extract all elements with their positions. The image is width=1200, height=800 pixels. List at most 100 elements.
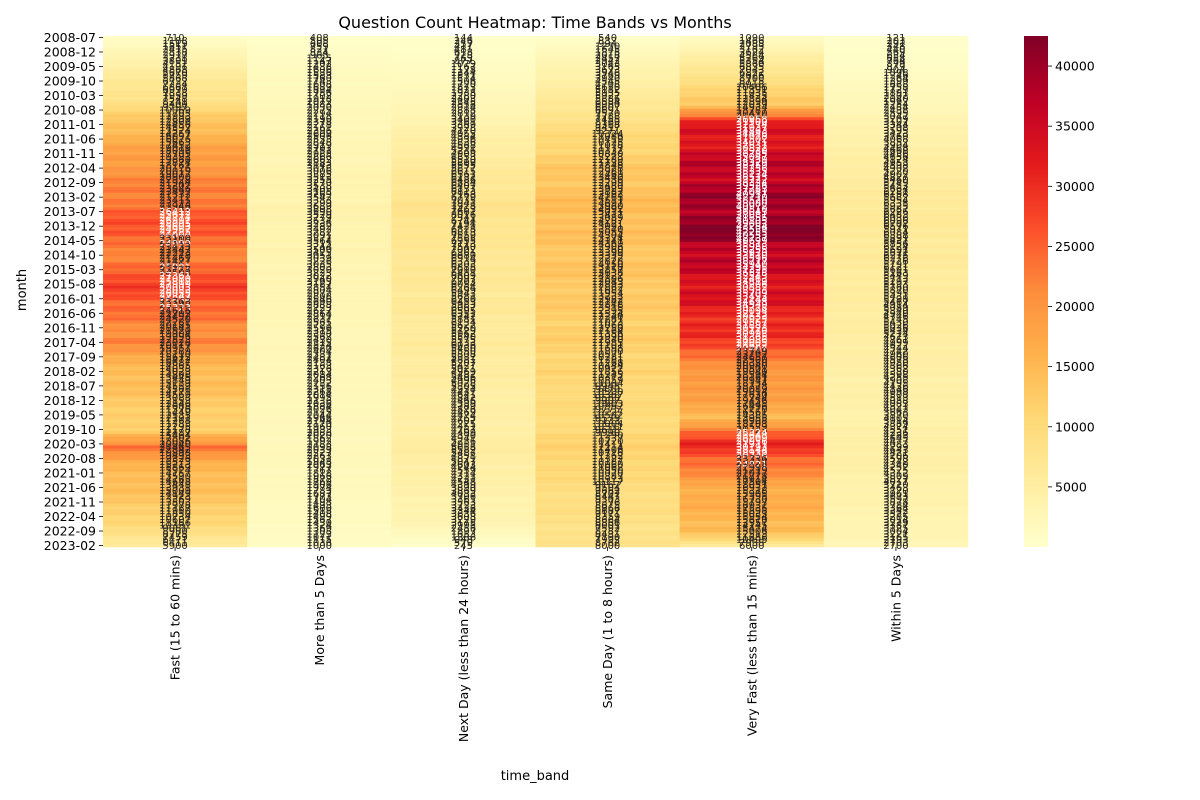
heatmap-cell xyxy=(247,198,392,202)
cell-value-label: 12906 xyxy=(592,242,624,253)
cell-value-label: 19904 xyxy=(159,329,191,340)
heatmap-cell xyxy=(823,204,969,208)
cell-value-label: 6584 xyxy=(595,97,620,108)
heatmap-cell xyxy=(823,111,969,115)
heatmap-cell xyxy=(679,384,825,388)
heatmap-cell xyxy=(679,224,825,228)
heatmap-cell xyxy=(535,79,680,83)
cell-value-label: 9775 xyxy=(595,405,620,416)
heatmap-cell xyxy=(247,94,392,98)
heatmap-cell xyxy=(535,343,680,347)
heatmap-cell xyxy=(679,427,825,432)
cell-value-label: 1519 xyxy=(162,39,187,50)
heatmap-cell xyxy=(103,337,248,342)
heatmap-cell xyxy=(247,517,392,522)
heatmap-cell xyxy=(103,410,248,414)
cell-value-label: 12857 xyxy=(592,265,624,276)
heatmap-cell xyxy=(823,56,969,60)
heatmap-cell xyxy=(679,85,825,89)
heatmap-cell xyxy=(103,126,248,130)
y-tick-label: 2012-04 xyxy=(44,161,96,176)
cell-value-label: 4921 xyxy=(451,143,476,154)
heatmap-cell xyxy=(247,483,392,487)
cell-value-label: 12899 xyxy=(736,97,768,108)
cell-value-label: 5809 xyxy=(451,158,476,169)
heatmap-cell xyxy=(679,178,825,182)
heatmap-cell xyxy=(391,140,536,144)
heatmap-cell xyxy=(679,541,825,545)
heatmap-cell xyxy=(535,276,680,281)
cell-value-label: 3047 xyxy=(883,111,908,122)
cell-value-label: 2268 xyxy=(307,373,332,384)
cell-value-label: 6133 xyxy=(451,338,476,349)
heatmap-cell xyxy=(391,99,536,104)
heatmap-cell xyxy=(247,454,392,458)
cell-value-label: 3364 xyxy=(883,503,908,514)
heatmap-cell xyxy=(823,105,969,109)
cell-value-label: 1875 xyxy=(595,47,620,58)
heatmap-cell xyxy=(679,146,825,150)
heatmap-cell xyxy=(103,462,248,466)
x-axis: Fast (15 to 60 mins) More than 5 Days Next… xyxy=(168,547,903,742)
heatmap-cell xyxy=(679,163,825,167)
cell-value-label: 2524 xyxy=(307,341,332,352)
cell-value-label: 3409 xyxy=(307,184,332,195)
cell-value-label: 15924 xyxy=(159,466,191,477)
heatmap-cell xyxy=(103,332,248,336)
heatmap-cell xyxy=(103,172,248,176)
heatmap-cell xyxy=(103,355,248,359)
cell-value-label: 6561 xyxy=(451,169,476,180)
heatmap-cell xyxy=(535,523,680,527)
cell-value-label: 2102 xyxy=(883,91,908,102)
cell-value-label: 10069 xyxy=(159,106,191,117)
heatmap-cell xyxy=(679,291,825,295)
cell-value-label: 2701 xyxy=(307,143,332,154)
cell-value-label: 30993 xyxy=(736,329,768,340)
heatmap-cell xyxy=(679,439,825,443)
cell-value-label: 6885 xyxy=(451,262,476,273)
cell-value-label: 14287 xyxy=(592,216,624,227)
heatmap-cell xyxy=(391,276,536,281)
cell-value-label: 5028 xyxy=(451,378,476,389)
cell-value-label: 6054 xyxy=(451,280,476,291)
heatmap-cell xyxy=(823,62,969,66)
cell-value-label: 3315 xyxy=(307,239,332,250)
cell-value-label: 4399 xyxy=(451,480,476,491)
heatmap-cell xyxy=(679,491,825,496)
cell-value-label: 3285 xyxy=(883,512,908,523)
heatmap-cell xyxy=(247,38,392,43)
heatmap-cell xyxy=(247,396,392,400)
heatmap-cell xyxy=(535,282,680,286)
cell-value-label: 4622 xyxy=(883,341,908,352)
heatmap-cell xyxy=(679,355,825,359)
cell-value-label: 6979 xyxy=(162,85,187,96)
heatmap-cell xyxy=(391,137,536,141)
cell-value-label: 5427 xyxy=(451,361,476,372)
cell-value-label: 1966 xyxy=(307,413,332,424)
heatmap-cell xyxy=(823,381,969,385)
heatmap-cell xyxy=(823,265,969,269)
heatmap-cell xyxy=(823,480,969,484)
cell-value-label: 27005 xyxy=(736,338,768,349)
cell-value-label: 10367 xyxy=(592,390,624,401)
cell-value-label: 26066 xyxy=(159,230,191,241)
cell-value-label: 7459 xyxy=(162,532,187,543)
heatmap-cell xyxy=(535,99,680,104)
heatmap-cell xyxy=(247,157,392,162)
heatmap-cell xyxy=(823,236,969,240)
heatmap-cell xyxy=(535,352,680,356)
heatmap-cell xyxy=(679,247,825,252)
cell-value-label: 4673 xyxy=(883,332,908,343)
cell-value-label: 4033 xyxy=(451,489,476,500)
cell-value-label: 25672 xyxy=(159,210,191,221)
heatmap-cell xyxy=(823,500,969,504)
heatmap-cell xyxy=(535,480,680,484)
heatmap-cell xyxy=(679,198,825,202)
heatmap-cell xyxy=(247,285,392,289)
cell-value-label: 20185 xyxy=(159,320,191,331)
heatmap-cell xyxy=(535,401,680,406)
cell-value-label: 12250 xyxy=(592,323,624,334)
heatmap-cell xyxy=(391,361,536,365)
heatmap-cell xyxy=(391,245,536,249)
heatmap-cell xyxy=(679,204,825,208)
